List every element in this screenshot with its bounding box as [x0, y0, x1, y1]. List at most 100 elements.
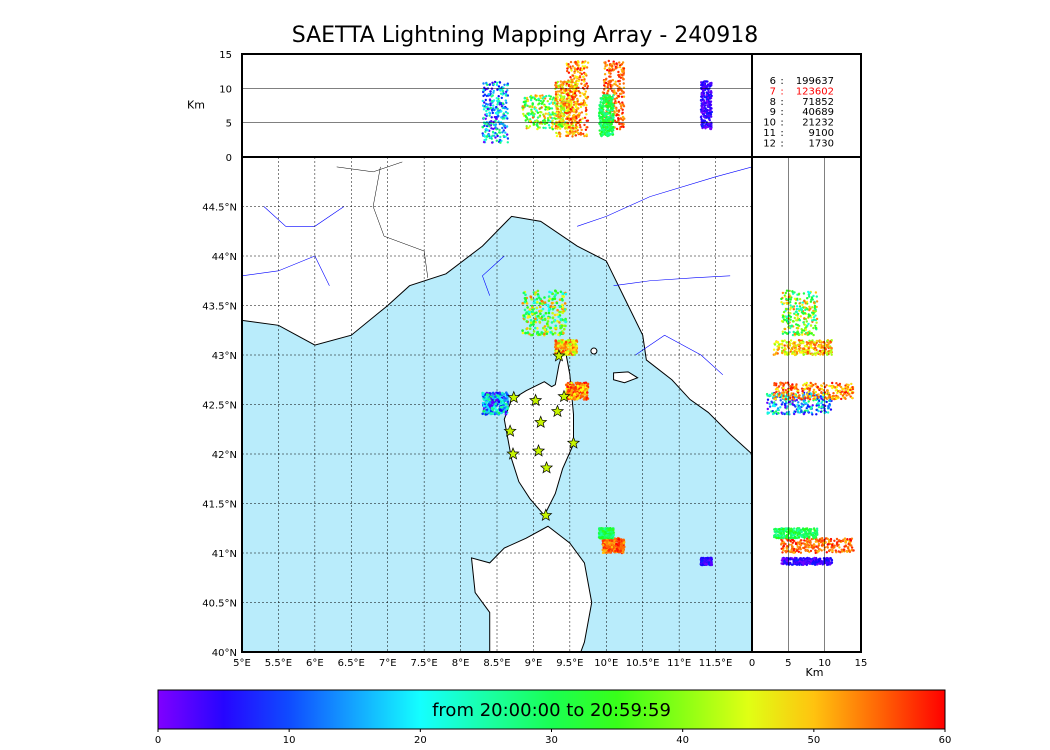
side-altitude-point — [847, 383, 850, 387]
lightning-point — [532, 291, 536, 294]
side-altitude-point — [782, 318, 786, 321]
altitude-point — [615, 62, 618, 65]
altitude-point — [571, 116, 574, 120]
side-altitude-point — [818, 387, 822, 390]
lightning-point — [701, 559, 704, 562]
side-altitude-point — [806, 331, 809, 335]
altitude-point — [487, 93, 490, 96]
altitude-point — [570, 67, 573, 70]
altitude-point — [555, 134, 559, 138]
lightning-point — [564, 292, 568, 296]
altitude-point — [500, 122, 504, 126]
side-altitude-point — [790, 324, 794, 327]
altitude-point — [526, 99, 530, 103]
side-altitude-point — [823, 385, 827, 389]
side-altitude-point — [802, 542, 805, 545]
side-altitude-point — [814, 326, 818, 330]
side-altitude-point — [766, 407, 769, 411]
side-altitude-point — [843, 396, 846, 399]
side-altitude-point — [797, 401, 800, 404]
lightning-point — [554, 289, 557, 293]
lightning-point — [537, 314, 540, 318]
lightning-point — [604, 536, 607, 540]
lightning-point — [566, 385, 569, 389]
altitude-point — [506, 82, 509, 85]
side-altitude-point — [789, 342, 792, 345]
side-altitude-point — [773, 343, 777, 346]
altitude-point — [585, 108, 588, 112]
side-altitude-point — [849, 388, 852, 392]
lightning-point — [524, 298, 527, 301]
altitude-point — [485, 135, 489, 138]
altitude-point — [524, 119, 527, 122]
side-altitude-point — [784, 381, 787, 385]
side-altitude-point — [830, 385, 834, 388]
altitude-point — [527, 126, 530, 130]
altitude-point — [501, 131, 504, 134]
lightning-point — [488, 401, 492, 404]
lightning-point — [506, 398, 509, 401]
lightning-point — [550, 331, 553, 334]
side-altitude-point — [838, 546, 841, 549]
side-altitude-point — [781, 320, 785, 323]
side-altitude-point — [789, 396, 792, 400]
lightning-point — [505, 402, 508, 406]
side-altitude-point — [830, 339, 833, 342]
altitude-point — [708, 101, 712, 105]
lightning-point — [521, 302, 524, 305]
lightning-point — [544, 311, 548, 315]
lightning-point — [564, 320, 567, 324]
side-altitude-point — [779, 406, 782, 409]
side-altitude-point — [811, 404, 814, 407]
lightning-point — [561, 303, 564, 307]
altitude-point — [570, 69, 573, 72]
altitude-point — [555, 131, 558, 135]
side-altitude-point — [781, 539, 784, 543]
side-altitude-point — [806, 297, 809, 300]
altitude-point — [577, 132, 580, 135]
lightning-point — [605, 528, 608, 531]
side-altitude-point — [817, 550, 820, 553]
lightning-point — [536, 289, 540, 293]
lightning-point — [528, 327, 532, 331]
altitude-point — [551, 123, 555, 126]
altitude-point — [548, 115, 552, 118]
lightning-point — [494, 402, 497, 406]
altitude-point — [485, 112, 488, 116]
altitude-point — [622, 70, 625, 74]
side-altitude-point — [809, 314, 812, 317]
altitude-point — [562, 119, 565, 123]
lightning-point — [494, 412, 497, 415]
side-altitude-point — [846, 390, 850, 393]
lightning-point — [556, 344, 560, 348]
lightning-point — [565, 383, 568, 387]
side-altitude-point — [791, 320, 795, 323]
altitude-point — [558, 133, 562, 136]
altitude-point — [701, 83, 704, 87]
altitude-point — [620, 62, 624, 66]
lightning-point — [481, 412, 485, 416]
lightning-point — [707, 563, 711, 566]
altitude-point — [493, 123, 496, 127]
lightning-point — [603, 549, 606, 553]
altitude-point — [580, 72, 583, 76]
altitude-point — [537, 97, 540, 101]
altitude-point — [501, 90, 504, 93]
side-altitude-point — [775, 340, 778, 344]
lightning-point — [574, 385, 577, 389]
station-star — [507, 390, 521, 404]
lightning-point — [556, 291, 559, 295]
side-altitude-point — [801, 333, 804, 336]
altitude-point — [572, 109, 576, 112]
altitude-point — [700, 99, 703, 103]
lightning-point — [704, 557, 707, 560]
side-altitude-point — [809, 346, 813, 349]
altitude-point — [496, 103, 499, 106]
side-altitude-point — [787, 347, 791, 350]
lightning-point — [540, 309, 543, 313]
side-altitude-point — [801, 351, 804, 354]
altitude-point — [567, 79, 570, 82]
lightning-point — [533, 312, 537, 315]
side-altitude-point — [795, 398, 798, 402]
